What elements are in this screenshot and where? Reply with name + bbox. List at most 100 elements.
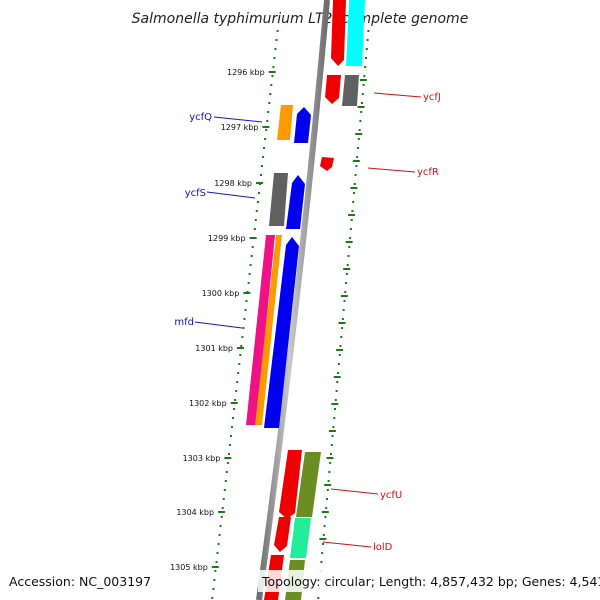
inner-ring-dot — [357, 147, 359, 149]
outer-ring-dot — [234, 399, 237, 401]
feature-red-lolD — [274, 517, 291, 552]
inner-ring-dot — [342, 309, 345, 311]
inner-ring-dot — [325, 507, 328, 509]
inner-ring-dot — [346, 264, 349, 266]
inner-ring-dot — [335, 390, 338, 392]
feature-orange-mfd — [255, 235, 282, 425]
inner-ring-dot — [328, 471, 331, 473]
inner-ring-dot — [347, 255, 350, 257]
tick-label: 1304 kbp — [176, 508, 214, 517]
leader-ycfR — [367, 167, 416, 173]
feature-blue-mfd — [264, 237, 299, 428]
tick-label: 1301 kbp — [195, 344, 233, 353]
tick-label: 1303 kbp — [183, 454, 221, 463]
inner-ring-dot — [337, 372, 340, 374]
outer-ring-dot — [226, 462, 229, 464]
tick-label: 1296 kbp — [227, 68, 265, 77]
inner-ring-dot — [358, 129, 361, 131]
outer-ring-dot — [262, 156, 265, 158]
inner-ring-dot — [321, 552, 324, 554]
inner-ring-dot — [353, 183, 356, 185]
inner-ring-dot — [324, 516, 327, 518]
outer-ring-dot — [265, 129, 268, 131]
outer-ring-dot — [214, 570, 217, 572]
outer-ring-dot — [239, 354, 242, 356]
inner-ring-dot — [349, 237, 352, 239]
feature-red-ycfR — [320, 157, 334, 171]
inner-ring-dot — [345, 273, 348, 275]
outer-ring-dot — [220, 516, 223, 518]
leader-ycfJ — [373, 92, 422, 98]
inner-ring-dot — [352, 201, 355, 203]
inner-ring-dot — [323, 525, 326, 527]
inner-ring-dot — [360, 111, 363, 113]
gene-label-ycfS: ycfS — [185, 188, 206, 199]
tick-label: 1297 kbp — [221, 123, 259, 132]
inner-ring-dot — [336, 381, 339, 383]
outer-ring-dot — [272, 66, 275, 68]
outer-ring-dot — [270, 84, 273, 86]
kbp-ticks: 1296 kbp 1297 kbp 1298 kbp 1299 kbp 1300 kbp… — [170, 68, 367, 572]
outer-ring-dot — [249, 264, 252, 266]
inner-ring-dot — [365, 57, 367, 59]
outer-ring-dot — [215, 561, 218, 563]
footer-backdrop — [258, 570, 600, 592]
outer-ring-dot — [236, 381, 239, 383]
tick-label: 1298 kbp — [214, 179, 252, 188]
inner-ring-dot — [334, 399, 337, 401]
inner-ring-dot — [367, 30, 370, 32]
inner-ring-dot — [364, 66, 367, 68]
outer-ring-dot — [264, 138, 267, 140]
tick-label: 1302 kbp — [189, 399, 227, 408]
tick-label: 1300 kbp — [202, 289, 240, 298]
outer-ring-dot — [245, 300, 248, 302]
inner-ring-dot — [344, 291, 347, 293]
outer-ring-dot — [235, 390, 238, 392]
outer-ring-dot — [242, 327, 245, 329]
gene-label-lolD: lolD — [373, 542, 393, 553]
outer-ring-dot — [250, 255, 253, 257]
outer-ring-dot — [268, 102, 271, 104]
inner-ring-dot — [361, 93, 364, 95]
outer-ring-dot — [257, 192, 260, 194]
feature-red-ycfU — [279, 450, 302, 519]
feature-olive-ycfU — [296, 452, 321, 517]
inner-ring-dot — [339, 345, 342, 347]
feature-mint-lolD — [290, 518, 311, 558]
accession-text: Accession: NC_003197 — [9, 574, 151, 589]
inner-ring-dot — [361, 102, 363, 104]
inner-ring-dots — [317, 30, 370, 599]
outer-ring-dot — [261, 165, 263, 167]
inner-ring-dot — [340, 336, 343, 338]
gene-label-ycfU: ycfU — [380, 490, 402, 501]
outer-ring-dot — [274, 48, 277, 50]
outer-ring-dot — [213, 579, 216, 581]
outer-ring-dot — [253, 228, 256, 230]
gene-label-ycfJ: ycfJ — [423, 92, 441, 103]
outer-ring-dot — [221, 507, 224, 509]
gene-labels: ycfQ ycfS mfd ycfJ ycfR ycfU lolD — [174, 92, 441, 553]
outer-ring-dot — [237, 372, 240, 374]
outer-ring-dot — [273, 57, 276, 59]
outer-ring-dot — [247, 282, 250, 284]
outer-ring-dot — [256, 201, 259, 203]
outer-ring-dot — [254, 219, 257, 221]
leader-mfd — [194, 321, 243, 329]
outer-ring-dot — [219, 525, 222, 527]
inner-ring-dot — [348, 246, 351, 248]
outer-ring-dot — [251, 246, 254, 248]
inner-ring-dot — [326, 489, 329, 491]
outer-ring-dot — [211, 597, 214, 599]
outer-ring-dot — [276, 30, 279, 32]
gene-label-ycfQ: ycfQ — [189, 112, 212, 123]
leader-ycfQ — [213, 116, 263, 123]
outer-ring-dot — [275, 39, 278, 41]
feature-gray-ycfJ — [342, 75, 359, 106]
tick-label: 1299 kbp — [208, 234, 246, 243]
outer-ring-dots — [211, 30, 279, 599]
outer-ring-dot — [269, 93, 272, 95]
outer-ring-dot — [238, 363, 241, 365]
outer-ring-dot — [240, 345, 243, 347]
outer-ring-dot — [212, 588, 215, 590]
